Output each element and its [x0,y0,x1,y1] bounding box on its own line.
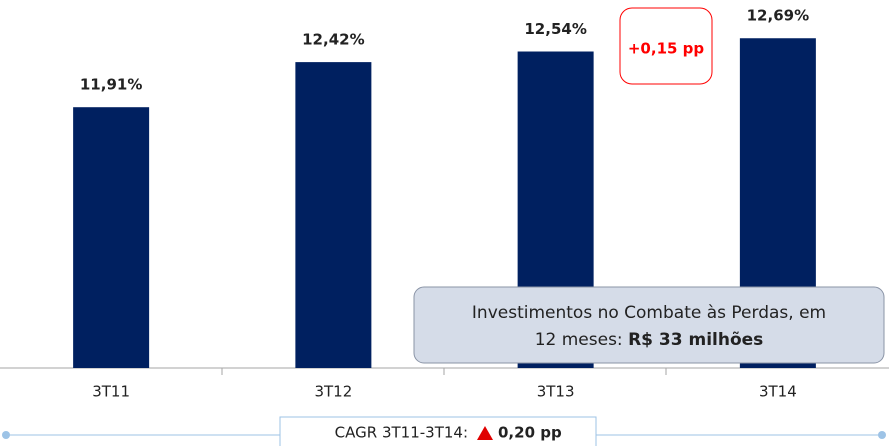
value-label: 12,69% [747,7,809,25]
callout-emphasis: R$ 33 milhões [628,330,763,350]
bar [73,107,150,369]
x-tick-label: 3T11 [92,383,130,401]
change-box [619,7,713,85]
value-label: 11,91% [80,76,142,94]
callout-line-1: Investimentos no Combate às Perdas, em [472,303,826,323]
value-label: 12,42% [302,31,364,49]
cagr-box [279,416,597,446]
x-tick-label: 3T12 [314,383,352,401]
up-arrow [477,426,493,440]
cagr-dot [878,431,886,439]
callout-text: 12 meses: [535,330,628,350]
x-tick-label: 3T14 [759,383,797,401]
value-label: 12,54% [524,20,586,38]
callout-box [413,286,885,364]
bar [295,62,372,369]
x-tick-label: 3T13 [537,383,575,401]
cagr-value: 0,20 pp [498,424,562,442]
callout-text: Investimentos no Combate às Perdas, em [472,303,826,323]
callout-line-2: 12 meses: R$ 33 milhões [535,330,764,350]
cagr-label: CAGR 3T11-3T14: [335,424,468,442]
cagr-dot [2,431,10,439]
change-annotation: +0,15 pp [628,40,705,58]
